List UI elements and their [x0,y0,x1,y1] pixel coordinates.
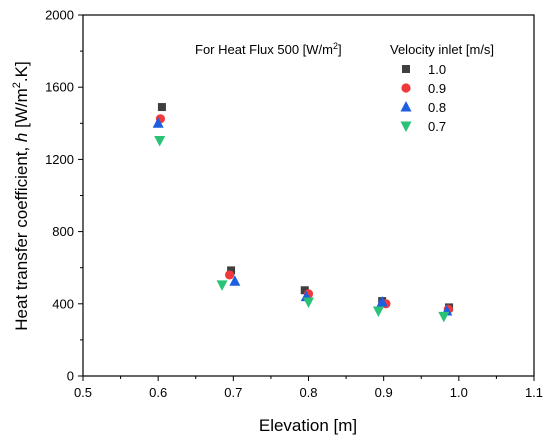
y-tick-label: 2000 [45,8,74,23]
data-point-0.7 [438,311,450,323]
data-point-1.0 [227,266,236,275]
y-tick-label: 0 [67,369,74,384]
data-point-0.7 [303,297,314,308]
x-tick-label: 0.5 [74,385,92,400]
legend-marker-0.7 [400,121,412,132]
y-tick-label: 1600 [45,80,74,95]
legend-marker-1.0 [402,65,410,73]
data-point-0.8 [376,295,388,307]
x-tick-label: 0.7 [224,385,242,400]
data-point-0.8 [152,117,164,128]
legend-title: Velocity inlet [m/s] [390,42,494,57]
y-tick-label: 400 [52,296,74,311]
legend-label: 1.0 [428,62,446,77]
x-tick-label: 1.1 [525,385,543,400]
x-tick-label: 1.0 [450,385,468,400]
heat-flux-annotation: For Heat Flux 500 [W/m2] [195,41,342,57]
data-markers [152,103,454,323]
y-axis-label: Heat transfer coefficient, h [W/m2.K] [11,61,31,330]
x-axis-label: Elevation [m] [259,416,357,435]
legend-marker-0.9 [401,83,411,93]
legend: 1.0 0.9 0.8 0.7 [400,62,446,134]
data-point-0.7 [154,135,166,147]
y-tick-label: 800 [52,224,74,239]
data-point-1.0 [157,103,166,112]
x-tick-label: 0.9 [375,385,393,400]
legend-label: 0.9 [428,81,446,96]
y-tick-label: 1200 [45,152,74,167]
plot-frame [82,14,535,377]
x-tick-label: 0.6 [149,385,167,400]
data-point-1.0 [300,286,309,295]
x-tick-label: 0.8 [299,385,317,400]
axis-ticks: 0.5 0.6 0.7 0.8 0.9 1.0 1.1 0 400 800 1200 1600 2000 [45,8,543,401]
data-point-0.7 [216,280,228,291]
data-point-0.9 [224,270,235,280]
legend-label: 0.7 [428,119,446,134]
data-point-0.8 [229,275,241,286]
data-point-0.7 [372,306,384,318]
legend-label: 0.8 [428,100,446,115]
legend-marker-0.8 [400,101,412,112]
